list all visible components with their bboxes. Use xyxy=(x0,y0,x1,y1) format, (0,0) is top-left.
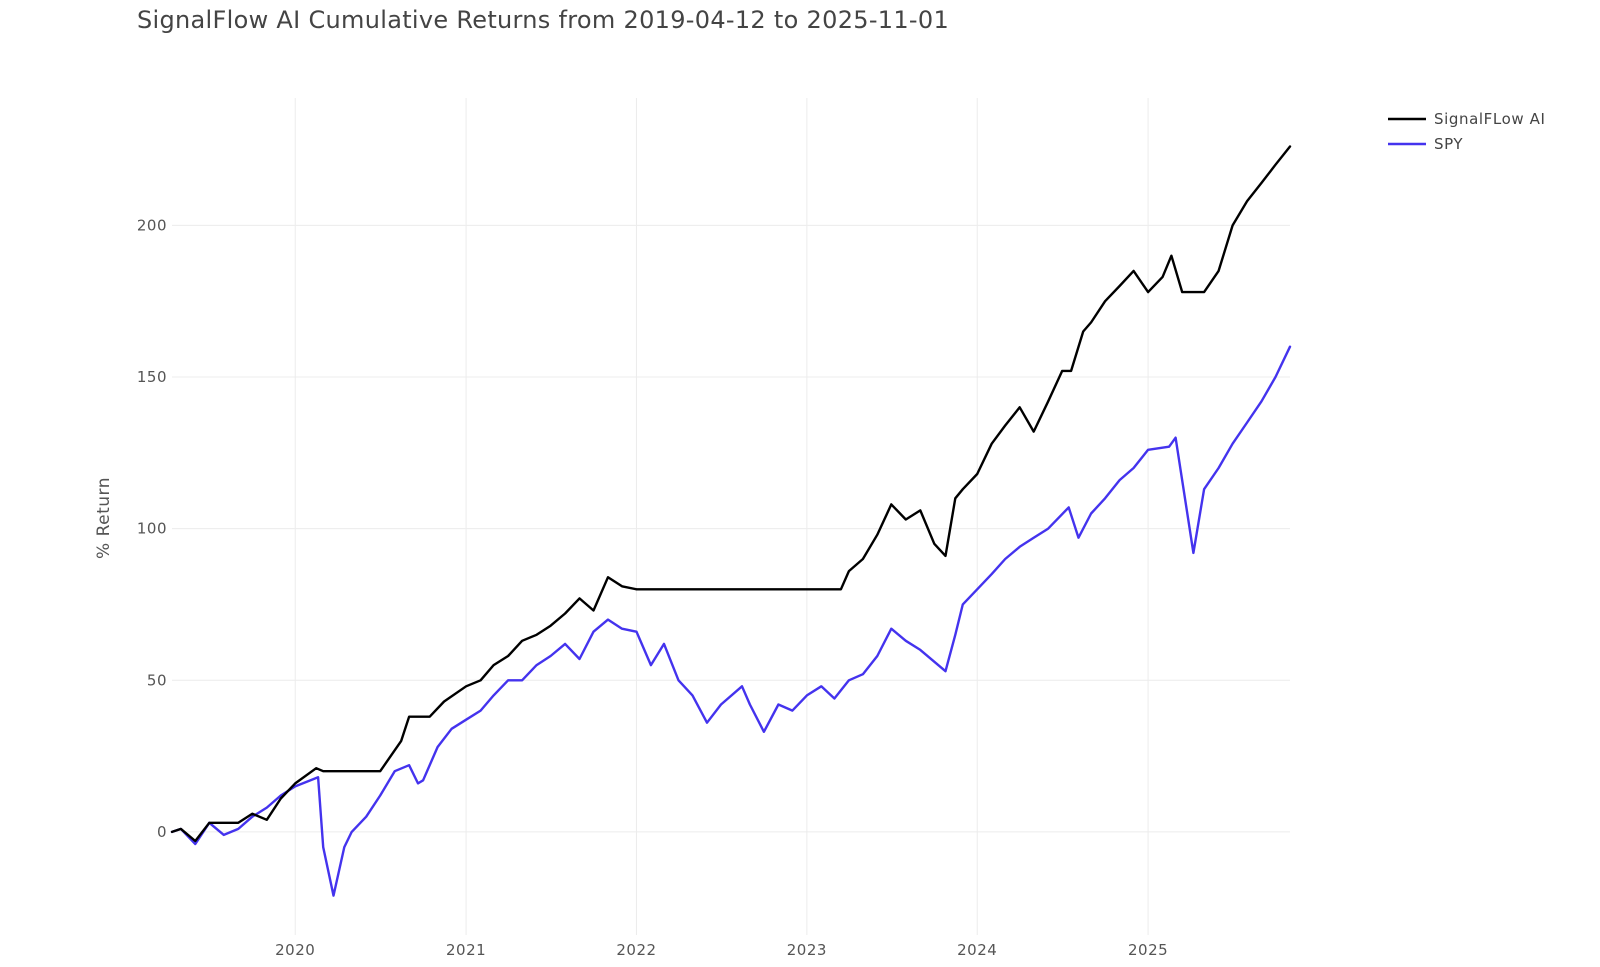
y-axis-title: % Return xyxy=(94,477,114,559)
series-layer xyxy=(170,145,1292,897)
y-tick-label: 150 xyxy=(137,368,167,386)
x-tick-label: 2021 xyxy=(446,941,486,959)
x-tick-label: 2020 xyxy=(275,941,315,959)
y-tick-label: 0 xyxy=(157,823,167,841)
y-tick-labels: 0 50 100 150 200 xyxy=(137,216,167,841)
y-tick-label: 50 xyxy=(147,671,167,689)
legend-item[interactable]: SPY xyxy=(1388,135,1463,153)
series-line-spy xyxy=(170,345,1292,897)
series-line-signalflow-ai xyxy=(170,145,1292,843)
y-tick-label: 200 xyxy=(137,216,167,234)
legend-label: SPY xyxy=(1434,135,1463,153)
x-tick-labels: 2020 2021 2022 2023 2024 2025 xyxy=(275,941,1168,959)
legend-label: SignalFLow AI xyxy=(1434,110,1546,128)
grid-layer xyxy=(172,98,1290,935)
x-tick-label: 2023 xyxy=(787,941,827,959)
legend[interactable]: SignalFLow AI SPY xyxy=(1388,110,1546,153)
legend-item[interactable]: SignalFLow AI xyxy=(1388,110,1546,128)
chart-title: SignalFlow AI Cumulative Returns from 20… xyxy=(137,6,950,34)
x-tick-label: 2022 xyxy=(616,941,656,959)
x-tick-label: 2024 xyxy=(957,941,997,959)
y-tick-label: 100 xyxy=(137,520,167,538)
x-tick-label: 2025 xyxy=(1128,941,1168,959)
